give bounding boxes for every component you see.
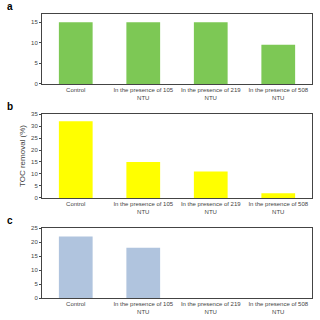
- svg-text:Control: Control: [66, 87, 85, 93]
- svg-text:In the presence of 508NTU: In the presence of 508NTU: [248, 87, 308, 101]
- svg-text:a: a: [7, 1, 13, 12]
- svg-text:TOC removal (%): TOC removal (%): [18, 125, 27, 187]
- svg-text:In the presence of 508NTU: In the presence of 508NTU: [248, 301, 308, 315]
- svg-text:20: 20: [31, 239, 38, 245]
- svg-text:5: 5: [34, 60, 38, 66]
- svg-text:5: 5: [34, 281, 38, 287]
- svg-text:In the presence of 219NTU: In the presence of 219NTU: [181, 201, 241, 215]
- svg-text:In the presence of 105NTU: In the presence of 105NTU: [113, 301, 173, 315]
- svg-text:In the presence of 219NTU: In the presence of 219NTU: [181, 87, 241, 101]
- svg-text:In the presence of 105NTU: In the presence of 105NTU: [113, 201, 173, 215]
- svg-text:Control: Control: [66, 301, 85, 307]
- svg-text:0: 0: [34, 195, 38, 201]
- svg-text:c: c: [7, 215, 13, 226]
- svg-text:0: 0: [34, 295, 38, 301]
- svg-text:25: 25: [31, 225, 38, 231]
- svg-text:In the presence of 219NTU: In the presence of 219NTU: [181, 301, 241, 315]
- svg-text:10: 10: [31, 267, 38, 273]
- svg-text:0: 0: [34, 81, 38, 87]
- svg-text:Control: Control: [66, 201, 85, 207]
- svg-text:30: 30: [31, 123, 38, 129]
- svg-text:b: b: [7, 101, 13, 112]
- svg-text:15: 15: [31, 253, 38, 259]
- svg-text:35: 35: [31, 111, 38, 117]
- svg-text:In the presence of 508NTU: In the presence of 508NTU: [248, 201, 308, 215]
- svg-text:25: 25: [31, 135, 38, 141]
- svg-text:10: 10: [31, 40, 38, 46]
- svg-text:5: 5: [34, 183, 38, 189]
- svg-text:15: 15: [31, 159, 38, 165]
- svg-text:In the presence of 105NTU: In the presence of 105NTU: [113, 87, 173, 101]
- svg-text:20: 20: [31, 147, 38, 153]
- svg-text:10: 10: [31, 171, 38, 177]
- svg-text:15: 15: [31, 19, 38, 25]
